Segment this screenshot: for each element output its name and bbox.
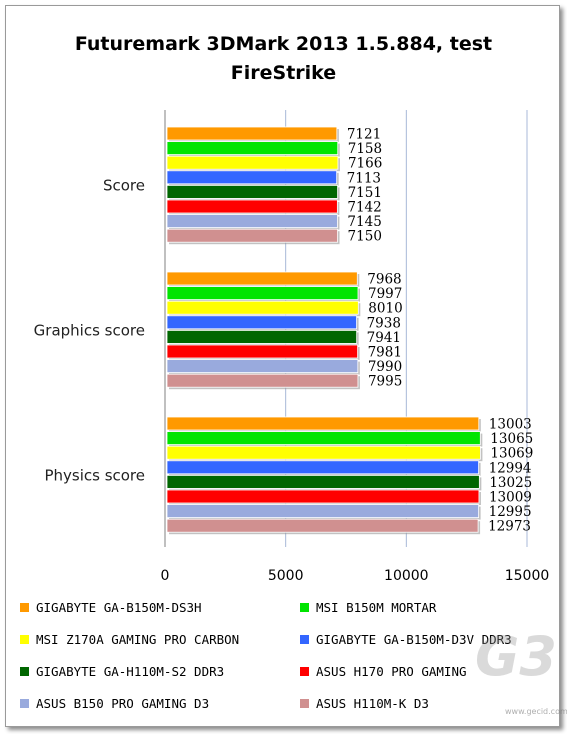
legend-item-4: GIGABYTE GA-H110M-S2 DDR3: [20, 663, 224, 681]
data-label-0-4: 7151: [348, 185, 382, 201]
x-tick-label-5000: 5000: [268, 568, 304, 584]
bar-1-7: [166, 373, 359, 388]
bar-0-7: [166, 228, 338, 243]
data-label-0-7: 7150: [348, 229, 382, 245]
plot-area: 0 5000 10000 15000 Score 7121 7158 7166 7113 7151…: [34, 110, 550, 584]
data-label-1-5: 7981: [368, 345, 402, 361]
chart-title-line-2: FireStrike: [230, 62, 337, 84]
data-label-0-2: 7166: [348, 156, 382, 172]
data-label-0-1: 7158: [348, 141, 382, 157]
data-label-0-5: 7142: [347, 200, 381, 216]
legend: GIGABYTE GA-B150M-DS3H MSI B150M MORTAR MS…: [20, 593, 560, 723]
x-tick-label-10000: 10000: [384, 568, 429, 584]
bar-2-0: [166, 416, 480, 431]
data-label-1-3: 7938: [367, 315, 401, 331]
legend-item-6: ASUS B150 PRO GAMING D3: [20, 695, 209, 713]
legend-swatch-6: [20, 699, 29, 708]
data-label-2-3: 12994: [489, 460, 532, 476]
bar-1-4: [166, 329, 358, 344]
legend-swatch-2: [20, 635, 29, 644]
data-label-1-4: 7941: [367, 330, 401, 346]
legend-label-2: MSI Z170A GAMING PRO CARBON: [36, 632, 240, 647]
legend-label-4: GIGABYTE GA-H110M-S2 DDR3: [36, 664, 225, 679]
bar-0-1: [166, 141, 339, 156]
bar-2-1: [166, 431, 481, 446]
legend-label-1: MSI B150M MORTAR: [316, 600, 437, 615]
data-label-2-7: 12973: [488, 519, 531, 535]
bar-0-5: [166, 199, 338, 214]
data-label-1-6: 7990: [368, 359, 402, 375]
x-tick-label-0: 0: [161, 568, 170, 584]
data-label-1-2: 8010: [368, 301, 402, 317]
bar-2-4: [166, 474, 480, 489]
legend-label-0: GIGABYTE GA-B150M-DS3H: [36, 600, 202, 615]
bar-2-2: [166, 445, 481, 460]
legend-label-5: ASUS H170 PRO GAMING: [316, 664, 467, 679]
bar-1-3: [166, 315, 357, 330]
legend-label-7: ASUS H110M-K D3: [316, 696, 429, 711]
bar-1-6: [166, 359, 359, 374]
watermark-url: www.gecid.com: [505, 707, 567, 716]
legend-item-7: ASUS H110M-K D3: [300, 695, 429, 713]
data-label-1-0: 7968: [367, 272, 401, 288]
legend-swatch-4: [20, 667, 29, 676]
legend-item-1: MSI B150M MORTAR: [300, 599, 436, 617]
data-label-2-5: 13009: [489, 490, 532, 506]
bar-2-5: [166, 489, 480, 504]
legend-swatch-5: [300, 667, 309, 676]
x-tick-label-15000: 15000: [505, 568, 550, 584]
data-label-1-7: 7995: [368, 374, 402, 390]
category-label-0: Score: [103, 176, 145, 194]
legend-swatch-1: [300, 603, 309, 612]
data-label-1-1: 7997: [368, 286, 402, 302]
legend-item-5: ASUS H170 PRO GAMING: [300, 663, 467, 681]
bar-0-0: [166, 126, 338, 141]
legend-item-0: GIGABYTE GA-B150M-DS3H: [20, 599, 202, 617]
bar-2-7: [166, 518, 479, 533]
bar-1-5: [166, 344, 359, 359]
legend-swatch-0: [20, 603, 29, 612]
chart-title: Futuremark 3DMark 2013 1.5.884, test Fir…: [0, 30, 567, 88]
data-label-0-3: 7113: [347, 170, 381, 186]
bar-chart: 0 5000 10000 15000 Score 71217158716671137151…: [34, 110, 550, 584]
bar-0-2: [166, 155, 339, 170]
bar-0-3: [166, 170, 338, 185]
data-label-2-2: 13069: [490, 446, 533, 462]
chart-title-line-1: Futuremark 3DMark 2013 1.5.884, test: [74, 33, 493, 55]
category-label-2: Physics score: [44, 466, 145, 484]
bar-0-4: [166, 184, 338, 199]
legend-swatch-3: [300, 635, 309, 644]
data-label-0-0: 7121: [347, 127, 381, 143]
legend-label-6: ASUS B150 PRO GAMING D3: [36, 696, 210, 711]
legend-label-3: GIGABYTE GA-B150M-D3V DDR3: [316, 632, 512, 647]
bar-1-1: [166, 286, 359, 301]
legend-swatch-7: [300, 699, 309, 708]
data-label-2-1: 13065: [490, 431, 533, 447]
watermark-logo: G3: [475, 625, 557, 688]
legend-item-3: GIGABYTE GA-B150M-D3V DDR3: [300, 631, 512, 649]
bar-2-3: [166, 460, 479, 475]
legend-item-2: MSI Z170A GAMING PRO CARBON: [20, 631, 239, 649]
bar-1-2: [166, 300, 359, 315]
bar-0-6: [166, 214, 338, 229]
data-label-2-4: 13025: [489, 475, 532, 491]
bar-1-0: [166, 271, 358, 286]
bar-2-6: [166, 504, 480, 519]
data-label-2-0: 13003: [489, 417, 532, 433]
data-label-2-6: 12995: [489, 504, 532, 520]
category-label-1: Graphics score: [34, 321, 145, 339]
data-label-0-6: 7145: [347, 214, 381, 230]
